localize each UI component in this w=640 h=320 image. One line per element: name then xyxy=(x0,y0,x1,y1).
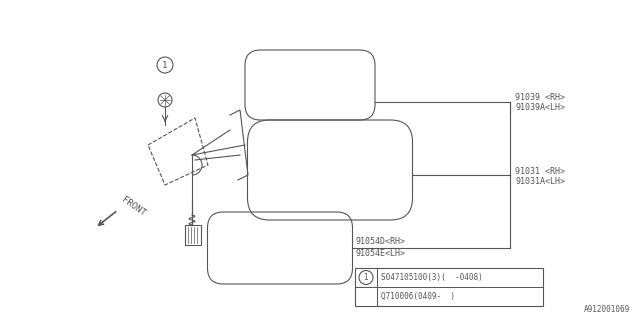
Text: 91039A<LH>: 91039A<LH> xyxy=(515,103,565,113)
Bar xyxy=(185,225,201,245)
Text: A912001069: A912001069 xyxy=(584,305,630,314)
Text: 91054D<RH>: 91054D<RH> xyxy=(355,237,405,246)
Bar xyxy=(355,268,543,306)
Text: Q710006(0409-  ): Q710006(0409- ) xyxy=(381,292,455,301)
Text: FRONT: FRONT xyxy=(120,196,147,218)
Text: 91039 <RH>: 91039 <RH> xyxy=(515,93,565,102)
Text: 1: 1 xyxy=(162,60,168,69)
Text: 91031 <RH>: 91031 <RH> xyxy=(515,166,565,175)
Text: 91031A<LH>: 91031A<LH> xyxy=(515,177,565,186)
Text: S047105100(3)(  -0408): S047105100(3)( -0408) xyxy=(381,273,483,282)
Text: 1: 1 xyxy=(364,273,369,282)
Text: 91054E<LH>: 91054E<LH> xyxy=(355,249,405,258)
